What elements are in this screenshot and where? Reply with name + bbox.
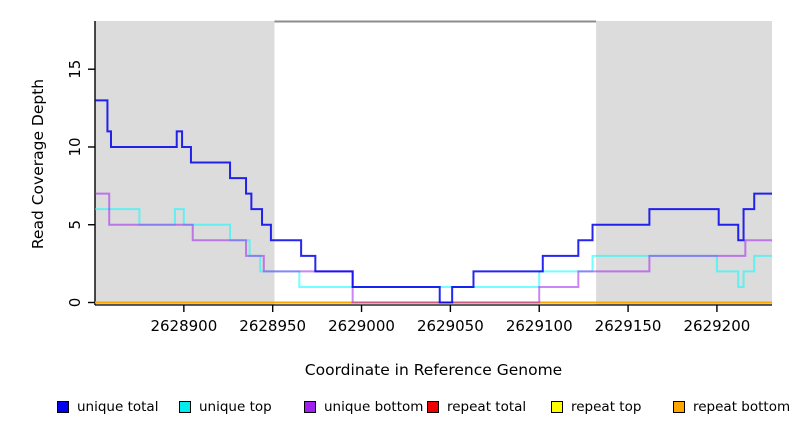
- x-tick-label: 2628950: [239, 317, 306, 335]
- legend-item-unique-total: unique total: [57, 399, 158, 415]
- legend-item-repeat-total: repeat total: [427, 399, 526, 415]
- y-axis-title: Read Coverage Depth: [29, 78, 47, 250]
- legend-swatch-icon: [304, 401, 316, 413]
- x-tick-label: 2628900: [150, 317, 217, 335]
- y-tick-label: 0: [66, 298, 84, 308]
- series-unique-top: [95, 208, 772, 288]
- legend-item-unique-top: unique top: [179, 399, 272, 415]
- legend-swatch-icon: [673, 401, 685, 413]
- x-tick-label: 2629100: [506, 317, 573, 335]
- legend-label: unique bottom: [324, 399, 424, 415]
- y-tick-label: 5: [66, 220, 84, 230]
- legend-swatch-icon: [551, 401, 563, 413]
- left-gray-region: [95, 21, 275, 305]
- legend-swatch-icon: [427, 401, 439, 413]
- legend-item-repeat-top: repeat top: [551, 399, 641, 415]
- legend-label: unique total: [77, 399, 159, 415]
- y-tick-label: 10: [66, 137, 84, 156]
- x-tick-label: 2629200: [684, 317, 751, 335]
- legend-item-repeat-bottom: repeat bottom: [673, 399, 790, 415]
- right-gray-region: [596, 21, 772, 305]
- y-tick-label: 15: [66, 60, 84, 79]
- x-tick-label: 2629000: [328, 317, 395, 335]
- legend-label: unique top: [199, 399, 272, 415]
- legend: unique total unique top unique bottom repea…: [0, 399, 792, 417]
- series-unique-total: [95, 99, 772, 304]
- x-tick-label: 2629050: [417, 317, 484, 335]
- legend-swatch-icon: [57, 401, 69, 413]
- legend-label: repeat top: [571, 399, 642, 415]
- legend-label: repeat bottom: [693, 399, 791, 415]
- legend-swatch-icon: [179, 401, 191, 413]
- x-tick-label: 2629150: [595, 317, 662, 335]
- legend-item-unique-bottom: unique bottom: [304, 399, 423, 415]
- legend-label: repeat total: [447, 399, 527, 415]
- x-axis-title: Coordinate in Reference Genome: [304, 361, 563, 379]
